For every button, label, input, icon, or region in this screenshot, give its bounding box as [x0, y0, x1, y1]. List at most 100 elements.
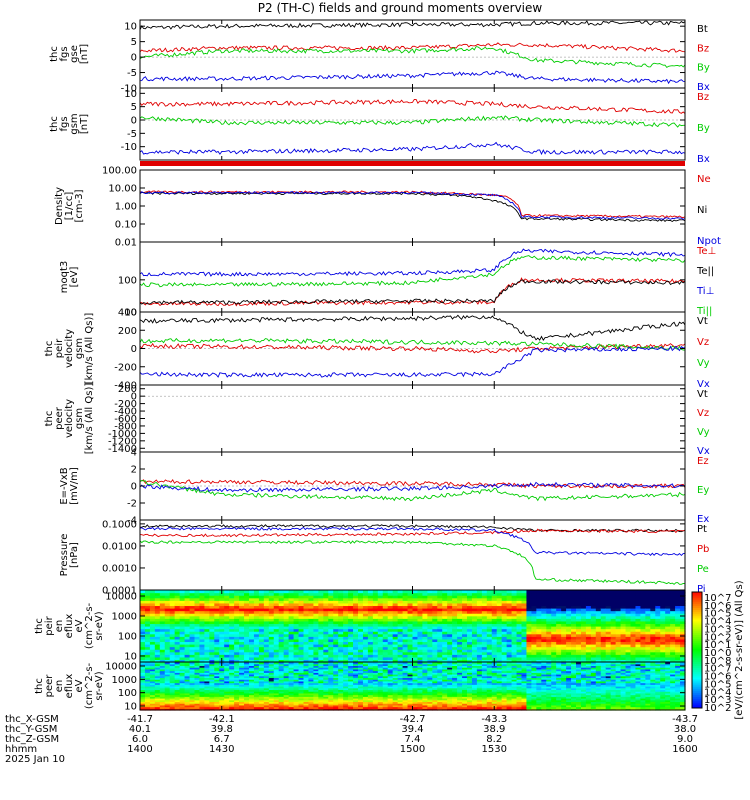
spectro-cell	[229, 631, 235, 635]
spectro-cell	[496, 600, 503, 604]
spectro-cell	[283, 592, 290, 596]
spectro-cell	[630, 628, 637, 632]
spectro-cell	[184, 684, 191, 687]
spectro-cell	[595, 620, 602, 625]
spectro-cell	[561, 623, 567, 627]
spectro-cell	[239, 656, 245, 661]
spectro-cell	[179, 633, 186, 637]
spectro-cell	[392, 602, 399, 607]
spectro-cell	[179, 659, 186, 663]
spectro-cell	[516, 613, 523, 617]
spectro-cell	[214, 626, 220, 630]
spectro-cell	[625, 605, 632, 609]
spectro-cell	[571, 649, 577, 653]
spectro-cell	[571, 644, 577, 648]
spectro-cell	[417, 610, 424, 614]
spectro-cell	[174, 663, 181, 667]
spectro-cell	[536, 595, 542, 599]
spectro-cell	[199, 623, 206, 627]
spectro-cell	[239, 605, 245, 609]
spectro-cell	[630, 602, 637, 607]
spectro-cell	[625, 620, 632, 625]
spectro-cell	[219, 613, 225, 617]
spectro-cell	[149, 608, 156, 612]
spectro-cell	[511, 605, 518, 609]
spectro-cell	[511, 590, 518, 594]
spectro-cell	[219, 636, 225, 640]
spectro-cell	[268, 618, 275, 622]
spectro-cell	[571, 602, 577, 607]
spectro-cell	[605, 623, 612, 627]
spectro-cell	[328, 597, 334, 601]
spectro-cell	[263, 592, 270, 596]
spectro-cell	[536, 649, 542, 653]
spectro-cell	[303, 651, 310, 655]
spectro-cell	[675, 649, 681, 653]
spectro-cell	[323, 644, 329, 648]
spectro-cell	[358, 610, 364, 614]
spectro-cell	[407, 618, 414, 622]
spectro-cell	[224, 610, 230, 614]
spectro-cell	[496, 654, 503, 658]
spectro-cell	[561, 610, 567, 614]
spectro-cell	[362, 646, 369, 650]
y-tick-label: 0	[131, 53, 137, 64]
spectro-cell	[164, 618, 171, 622]
spectro-cell	[244, 615, 250, 619]
spectro-cell	[655, 623, 661, 627]
spectro-cell	[244, 592, 250, 596]
spectro-cell	[244, 646, 250, 650]
spectro-cell	[149, 600, 156, 604]
spectro-cell	[467, 623, 473, 627]
spectro-cell	[372, 610, 379, 614]
spectro-cell	[204, 608, 210, 612]
spectro-cell	[427, 651, 433, 655]
spectro-cell	[635, 646, 642, 650]
spectro-cell	[670, 590, 676, 594]
spectro-cell	[154, 600, 161, 604]
spectro-cell	[556, 590, 562, 594]
spectro-cell	[655, 595, 661, 599]
spectro-cell	[501, 646, 508, 650]
spectro-cell	[462, 638, 468, 643]
spectro-cell	[580, 605, 587, 609]
spectro-cell	[561, 646, 567, 650]
spectro-cell	[224, 608, 230, 612]
y-tick-label: -200	[114, 362, 137, 373]
spectro-cell	[526, 628, 533, 632]
spectro-cell	[447, 656, 453, 661]
spectro-cell	[179, 600, 186, 604]
spectro-cell	[407, 602, 414, 607]
spectro-cell	[293, 649, 300, 653]
spectro-cell	[576, 633, 582, 637]
spectro-cell	[204, 623, 210, 627]
spectro-cell	[476, 623, 483, 627]
spectro-cell	[387, 623, 394, 627]
spectro-cell	[546, 605, 552, 609]
spectro-cell	[159, 696, 166, 699]
spectro-cell	[447, 659, 453, 663]
spectro-cell	[432, 597, 438, 601]
spectro-cell	[526, 623, 533, 627]
spectro-cell	[615, 608, 622, 612]
spectro-cell	[476, 618, 483, 622]
spectro-cell	[531, 636, 537, 640]
spectro-cell	[362, 605, 369, 609]
spectro-cell	[318, 602, 324, 607]
spectro-cell	[219, 644, 225, 648]
spectro-cell	[392, 608, 399, 612]
spectro-cell	[224, 620, 230, 625]
spectro-cell	[407, 659, 414, 663]
spectro-cell	[283, 623, 290, 627]
spectro-cell	[491, 646, 498, 650]
spectro-cell	[452, 651, 458, 655]
spectro-cell	[457, 600, 463, 604]
spectro-cell	[219, 605, 225, 609]
spectro-cell	[680, 618, 686, 622]
spectro-cell	[367, 620, 374, 625]
spectro-cell	[333, 623, 339, 627]
spectro-cell	[571, 623, 577, 627]
spectro-cell	[199, 618, 206, 622]
spectro-cell	[164, 615, 171, 619]
spectro-cell	[204, 600, 210, 604]
